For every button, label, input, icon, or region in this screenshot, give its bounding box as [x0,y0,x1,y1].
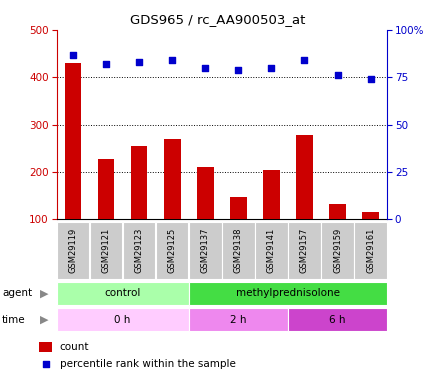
FancyBboxPatch shape [56,282,188,304]
Point [168,57,175,63]
Text: GSM29161: GSM29161 [365,228,374,273]
FancyBboxPatch shape [255,222,287,279]
Bar [230,196,246,219]
Text: GSM29123: GSM29123 [135,228,143,273]
Bar [197,167,213,219]
FancyBboxPatch shape [222,222,254,279]
Bar [263,170,279,219]
Point [135,59,142,65]
Text: GSM29159: GSM29159 [332,228,341,273]
Bar [131,146,147,219]
Text: agent: agent [2,288,32,298]
Text: GSM29119: GSM29119 [69,228,77,273]
Bar [362,212,378,219]
FancyBboxPatch shape [188,309,287,331]
FancyBboxPatch shape [57,222,89,279]
FancyBboxPatch shape [123,222,155,279]
Point [366,76,373,82]
Bar [65,63,81,219]
Text: GSM29157: GSM29157 [299,228,308,273]
Text: ▶: ▶ [40,315,49,325]
Text: time: time [2,315,26,325]
Text: GSM29121: GSM29121 [102,228,110,273]
Text: 6 h: 6 h [329,315,345,325]
FancyBboxPatch shape [288,222,320,279]
Point [69,52,76,58]
FancyBboxPatch shape [287,309,386,331]
Point [201,65,208,71]
Text: GDS965 / rc_AA900503_at: GDS965 / rc_AA900503_at [129,13,305,26]
FancyBboxPatch shape [354,222,386,279]
FancyBboxPatch shape [188,282,386,304]
Bar [98,159,114,219]
Point [267,65,274,71]
Text: ▶: ▶ [40,288,49,298]
Text: 0 h: 0 h [114,315,131,325]
Text: GSM29141: GSM29141 [266,228,275,273]
Bar [296,135,312,219]
Bar [39,342,52,352]
Point [333,72,340,78]
Text: count: count [59,342,89,352]
FancyBboxPatch shape [156,222,188,279]
Bar [329,204,345,219]
Text: GSM29138: GSM29138 [233,228,242,273]
Point [300,57,307,63]
Text: GSM29125: GSM29125 [168,228,176,273]
Text: 2 h: 2 h [230,315,246,325]
Text: percentile rank within the sample: percentile rank within the sample [59,359,235,369]
FancyBboxPatch shape [90,222,122,279]
Bar [164,139,180,219]
FancyBboxPatch shape [189,222,221,279]
Point [42,361,49,367]
Point [234,67,241,73]
FancyBboxPatch shape [56,309,188,331]
Text: GSM29137: GSM29137 [201,228,209,273]
Text: control: control [104,288,141,298]
Text: methylprednisolone: methylprednisolone [235,288,339,298]
Point [102,61,109,67]
FancyBboxPatch shape [321,222,353,279]
